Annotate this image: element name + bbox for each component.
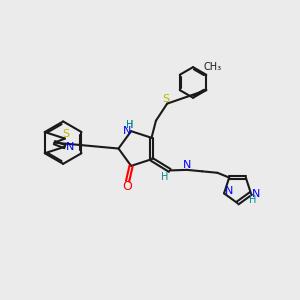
Text: H: H: [161, 172, 168, 182]
Text: N: N: [123, 126, 131, 136]
Text: N: N: [183, 160, 192, 170]
Text: N: N: [225, 186, 233, 196]
Text: CH₃: CH₃: [203, 61, 221, 71]
Text: S: S: [163, 94, 170, 103]
Text: N: N: [252, 189, 260, 199]
Text: H: H: [249, 195, 256, 205]
Text: N: N: [66, 142, 74, 152]
Text: H: H: [126, 120, 133, 130]
Text: H: H: [126, 120, 133, 130]
Text: O: O: [123, 180, 133, 193]
Text: S: S: [62, 129, 69, 139]
